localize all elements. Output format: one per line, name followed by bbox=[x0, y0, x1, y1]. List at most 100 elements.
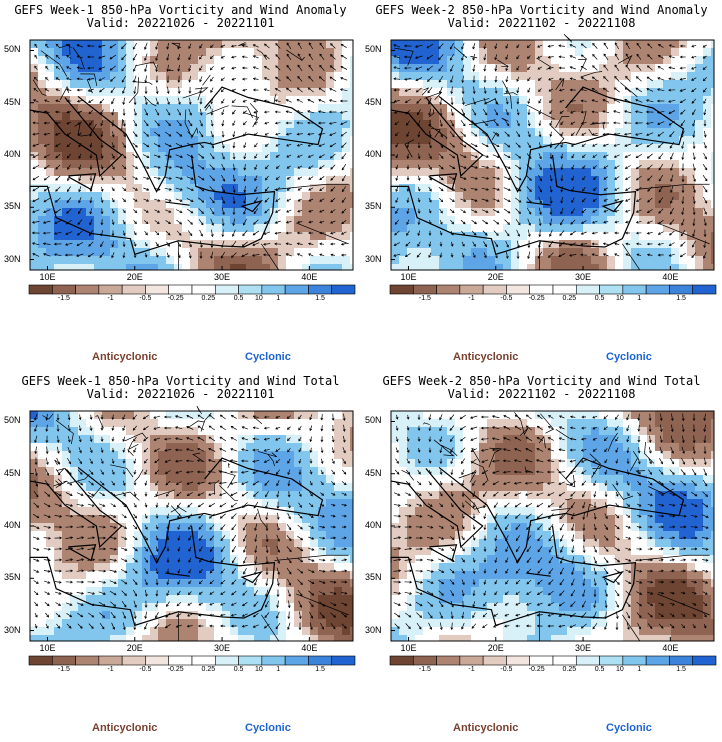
colorbar-swatch bbox=[529, 284, 554, 295]
colorbar-exponent: 10 bbox=[615, 666, 624, 673]
colorbar-swatch bbox=[412, 284, 437, 295]
panel-1: GEFS Week-1 850-hPa Vorticity and Wind A… bbox=[0, 0, 361, 371]
panel-title: GEFS Week-1 850-hPa Vorticity and Wind A… bbox=[14, 3, 347, 17]
longitude-label: 40E bbox=[301, 643, 318, 653]
colorbar-label: 0.25 bbox=[201, 295, 216, 302]
coastline bbox=[29, 457, 324, 627]
colorbar-swatch bbox=[261, 655, 286, 666]
latitude-label: 45N bbox=[365, 467, 382, 478]
latitude-label: 50N bbox=[4, 415, 21, 426]
colorbar-label: -0.5 bbox=[139, 295, 152, 302]
colorbar-swatch bbox=[308, 655, 333, 666]
colorbar-label: 0.5 bbox=[594, 295, 605, 302]
latitude-label: 35N bbox=[365, 201, 382, 212]
colorbar-swatch bbox=[622, 284, 647, 295]
colorbar-label: 1 bbox=[276, 666, 281, 673]
colorbar-swatch bbox=[191, 655, 216, 666]
colorbar-swatch bbox=[168, 284, 193, 295]
colorbar-swatch bbox=[459, 655, 484, 666]
colorbar-swatch bbox=[575, 284, 600, 295]
colorbar-swatch bbox=[622, 655, 647, 666]
wind-vectors bbox=[393, 413, 709, 631]
cyclonic-label: Cyclonic bbox=[606, 722, 652, 734]
colorbar-label: -0.25 bbox=[167, 295, 184, 302]
panel-valid-dates: Valid: 20221026 - 20221101 bbox=[86, 16, 275, 30]
colorbar-exponent: 10 bbox=[254, 295, 263, 302]
colorbar-swatch bbox=[261, 284, 286, 295]
colorbar-swatch bbox=[599, 655, 624, 666]
anticyclonic-label: Anticyclonic bbox=[92, 351, 158, 363]
colorbar-label: -0.5 bbox=[500, 295, 513, 302]
longitude-label: 30E bbox=[575, 643, 592, 653]
longitude-label: 20E bbox=[487, 643, 504, 653]
colorbar-swatch bbox=[552, 655, 577, 666]
colorbar-label: 1 bbox=[276, 295, 281, 302]
colorbar-swatch bbox=[669, 655, 694, 666]
panel-valid-dates: Valid: 20221102 - 20221108 bbox=[447, 387, 636, 401]
colorbar-swatch bbox=[238, 655, 263, 666]
colorbar-swatch bbox=[98, 284, 123, 295]
colorbar-label: 0.25 bbox=[562, 295, 577, 302]
panel-valid-dates: Valid: 20221102 - 20221108 bbox=[447, 16, 636, 30]
colorbar-swatch bbox=[692, 655, 717, 666]
colorbar-label: -0.25 bbox=[528, 295, 545, 302]
colorbar-label: 1 bbox=[637, 295, 642, 302]
colorbar-swatch bbox=[389, 655, 414, 666]
vorticity-map bbox=[389, 34, 717, 295]
colorbar-label: 1.5 bbox=[315, 666, 325, 673]
longitude-label: 10E bbox=[39, 643, 56, 653]
latitude-label: 40N bbox=[365, 520, 382, 530]
longitude-label: 20E bbox=[487, 272, 504, 282]
colorbar-label: 0.5 bbox=[233, 295, 244, 302]
latitude-label: 30N bbox=[365, 253, 382, 264]
latitude-label: 40N bbox=[365, 149, 382, 159]
colorbar-swatch bbox=[51, 284, 76, 295]
colorbar-label: -0.25 bbox=[167, 666, 184, 673]
colorbar-label: 1 bbox=[637, 666, 642, 673]
colorbar-swatch bbox=[98, 655, 123, 666]
colorbar-swatch bbox=[284, 284, 309, 295]
colorbar-swatch bbox=[284, 655, 309, 666]
colorbar-label: 0.25 bbox=[562, 666, 577, 673]
latitude-label: 45N bbox=[4, 96, 21, 107]
colorbar-swatch bbox=[669, 284, 694, 295]
latitude-label: 40N bbox=[4, 520, 21, 530]
colorbar-swatch bbox=[121, 655, 146, 666]
colorbar-label: -0.5 bbox=[139, 666, 152, 673]
colorbar-swatch bbox=[506, 655, 531, 666]
colorbar-label: -1 bbox=[468, 295, 475, 302]
longitude-label: 20E bbox=[126, 272, 143, 282]
colorbar-label: 0.25 bbox=[201, 666, 216, 673]
colorbar-exponent: 10 bbox=[254, 666, 263, 673]
colorbar-swatch bbox=[389, 284, 414, 295]
colorbar-swatch bbox=[308, 284, 333, 295]
colorbar-swatch bbox=[506, 284, 531, 295]
colorbar-label: 1.5 bbox=[676, 295, 686, 302]
panel-valid-dates: Valid: 20221026 - 20221101 bbox=[86, 387, 275, 401]
panel-2: GEFS Week-2 850-hPa Vorticity and Wind A… bbox=[361, 0, 722, 371]
panel-4: GEFS Week-2 850-hPa Vorticity and Wind T… bbox=[361, 371, 722, 742]
latitude-label: 30N bbox=[365, 624, 382, 635]
panel-title: GEFS Week-2 850-hPa Vorticity and Wind T… bbox=[382, 374, 701, 388]
anticyclonic-label: Anticyclonic bbox=[453, 351, 519, 363]
latitude-label: 45N bbox=[4, 467, 21, 478]
colorbar-swatch bbox=[238, 284, 263, 295]
colorbar-label: -1.5 bbox=[418, 295, 431, 302]
colorbar-swatch bbox=[482, 655, 507, 666]
colorbar-label: -0.25 bbox=[528, 666, 545, 673]
latitude-label: 50N bbox=[365, 415, 382, 426]
latitude-label: 30N bbox=[4, 624, 21, 635]
latitude-label: 45N bbox=[365, 96, 382, 107]
anticyclonic-label: Anticyclonic bbox=[453, 722, 519, 734]
panel-title: GEFS Week-2 850-hPa Vorticity and Wind A… bbox=[375, 3, 708, 17]
vorticity-map bbox=[28, 39, 356, 295]
colorbar-label: -1 bbox=[107, 295, 114, 302]
colorbar-label: 0.5 bbox=[594, 666, 605, 673]
longitude-label: 10E bbox=[400, 643, 417, 653]
colorbar-exponent: 10 bbox=[615, 295, 624, 302]
vorticity-map bbox=[389, 410, 717, 666]
anticyclonic-label: Anticyclonic bbox=[92, 722, 158, 734]
colorbar-swatch bbox=[214, 284, 239, 295]
cyclonic-label: Cyclonic bbox=[245, 722, 291, 734]
longitude-label: 10E bbox=[400, 272, 417, 282]
